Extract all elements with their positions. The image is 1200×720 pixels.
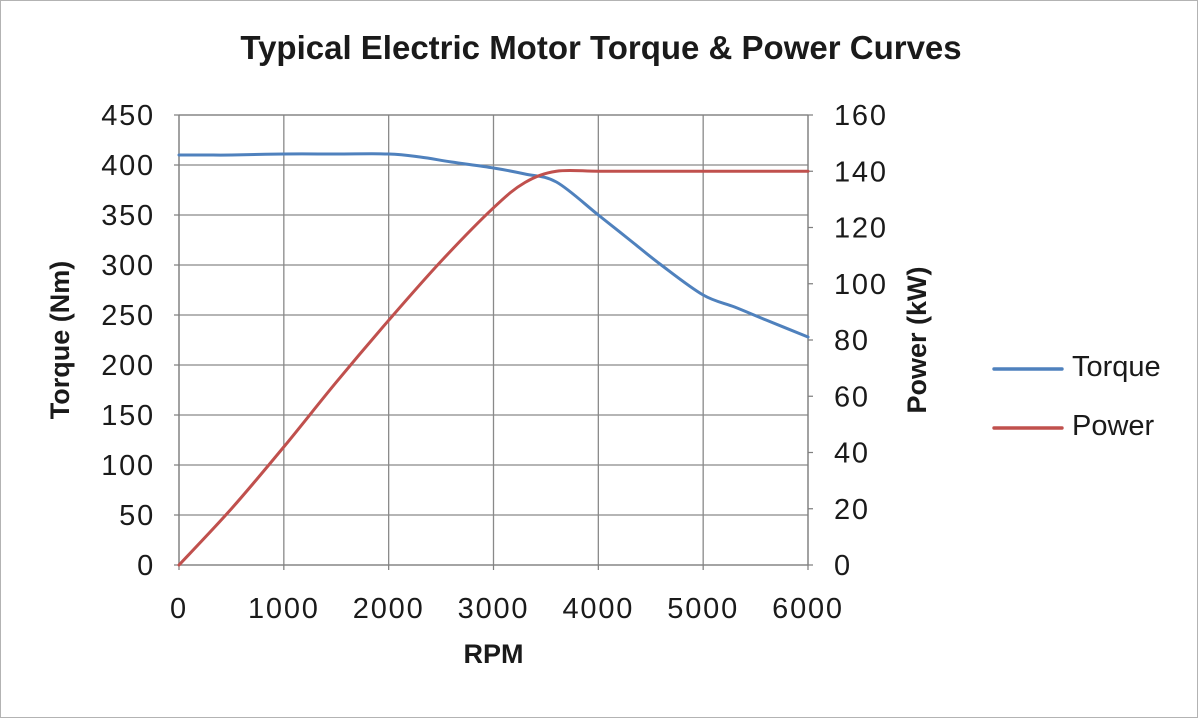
svg-text:350: 350	[101, 200, 155, 232]
svg-text:5000: 5000	[667, 593, 739, 625]
svg-text:140: 140	[834, 156, 888, 188]
svg-text:Power: Power	[1072, 410, 1155, 442]
svg-text:0: 0	[170, 593, 188, 625]
svg-text:60: 60	[834, 381, 870, 413]
svg-text:120: 120	[834, 213, 888, 245]
svg-text:300: 300	[101, 250, 155, 282]
svg-text:RPM: RPM	[464, 639, 524, 669]
svg-text:400: 400	[101, 150, 155, 182]
svg-text:3000: 3000	[458, 593, 530, 625]
svg-text:Power (kW): Power (kW)	[902, 266, 932, 413]
svg-text:0: 0	[834, 550, 852, 582]
svg-text:4000: 4000	[562, 593, 634, 625]
svg-text:450: 450	[101, 100, 155, 132]
svg-text:20: 20	[834, 494, 870, 526]
svg-text:Torque: Torque	[1072, 351, 1161, 383]
svg-text:160: 160	[834, 100, 888, 132]
svg-text:40: 40	[834, 438, 870, 470]
svg-text:150: 150	[101, 400, 155, 432]
svg-text:50: 50	[119, 500, 155, 532]
svg-text:100: 100	[834, 269, 888, 301]
svg-text:200: 200	[101, 350, 155, 382]
svg-text:Torque (Nm): Torque (Nm)	[45, 261, 75, 419]
svg-text:0: 0	[137, 550, 155, 582]
svg-text:250: 250	[101, 300, 155, 332]
svg-text:80: 80	[834, 325, 870, 357]
svg-text:Typical Electric Motor Torque: Typical Electric Motor Torque & Power Cu…	[240, 29, 961, 66]
svg-text:6000: 6000	[772, 593, 844, 625]
svg-text:100: 100	[101, 450, 155, 482]
svg-text:1000: 1000	[248, 593, 320, 625]
svg-text:2000: 2000	[353, 593, 425, 625]
